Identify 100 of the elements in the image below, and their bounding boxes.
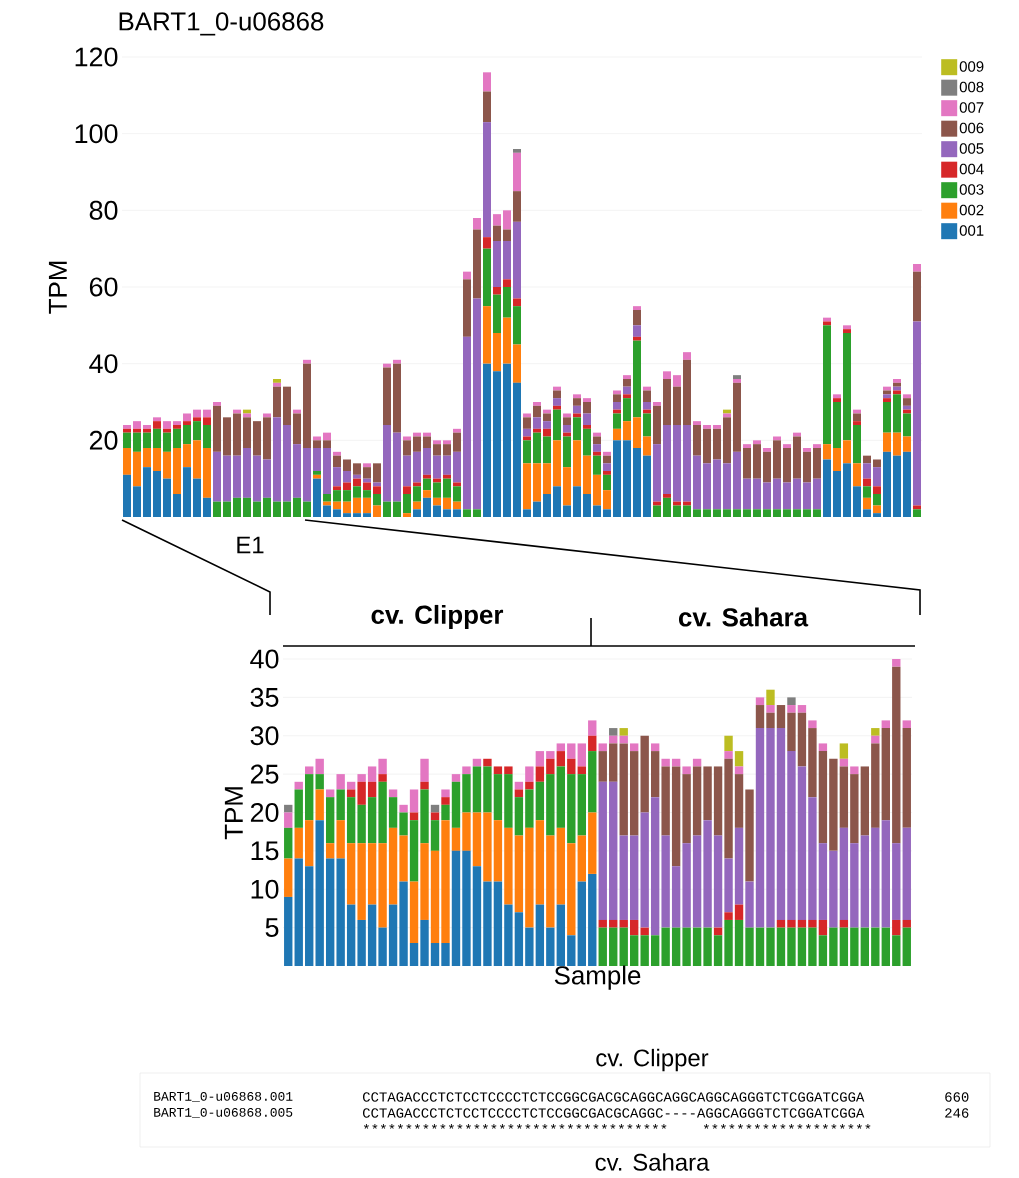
- bar: [783, 509, 791, 517]
- bar: [433, 444, 441, 456]
- bar: [753, 478, 761, 510]
- bar: [123, 428, 131, 433]
- bar: [353, 478, 361, 487]
- bar: [315, 758, 324, 775]
- bar: [892, 843, 901, 920]
- bar: [472, 866, 482, 966]
- bar: [303, 359, 311, 364]
- bar: [860, 766, 870, 836]
- bar: [533, 417, 541, 429]
- bar: [609, 927, 618, 966]
- legend-label: 005: [959, 143, 984, 154]
- bar: [378, 927, 387, 966]
- bar: [588, 812, 597, 874]
- bar: [399, 881, 408, 966]
- bar: [871, 735, 880, 744]
- text: *: [712, 1123, 718, 1129]
- bar: [443, 497, 451, 510]
- bar: [284, 896, 293, 966]
- bar: [839, 766, 849, 828]
- bar: [650, 935, 660, 966]
- bar: [633, 340, 641, 418]
- bar: [546, 751, 555, 759]
- bar: [123, 447, 131, 475]
- bar: [472, 766, 482, 813]
- text: *: [822, 1123, 828, 1129]
- bar: [336, 820, 345, 859]
- bar: [373, 463, 381, 483]
- text: *: [814, 1123, 820, 1129]
- bar: [523, 417, 531, 429]
- text: *: [559, 1123, 565, 1129]
- bar: [336, 789, 345, 821]
- text: *: [431, 1123, 437, 1129]
- bar: [263, 459, 271, 498]
- bar: [133, 432, 141, 452]
- bar: [263, 417, 271, 460]
- bar: [173, 428, 181, 448]
- legend-label: 009: [959, 61, 984, 72]
- bar: [462, 766, 471, 775]
- bar: [367, 843, 377, 905]
- text: *: [516, 1123, 522, 1129]
- bar: [633, 417, 641, 448]
- text: *: [593, 1123, 599, 1129]
- bar: [423, 447, 431, 475]
- bar: [363, 467, 371, 479]
- bar: [663, 424, 671, 494]
- bar: [473, 298, 481, 510]
- bar: [535, 820, 545, 905]
- bar: [336, 858, 345, 966]
- bar: [613, 390, 621, 395]
- bar: [871, 827, 880, 928]
- bar: [583, 428, 591, 456]
- bar: [881, 820, 890, 928]
- bar: [663, 493, 671, 498]
- bar: [583, 401, 591, 414]
- bar: [881, 720, 890, 729]
- bar: [423, 490, 431, 498]
- bar: [363, 497, 371, 514]
- bar: [343, 459, 351, 471]
- bar: [514, 789, 524, 798]
- bar: [556, 827, 566, 905]
- bar: [373, 482, 381, 487]
- bar: [533, 432, 541, 464]
- bar: [703, 820, 712, 928]
- bar: [893, 455, 901, 517]
- bar: [573, 398, 581, 406]
- bar: [609, 781, 618, 920]
- bar: [373, 493, 381, 506]
- bar: [871, 728, 880, 736]
- bar: [357, 804, 366, 844]
- bar: [793, 436, 801, 479]
- bar: [787, 751, 796, 920]
- text: *: [618, 1123, 624, 1129]
- bar: [598, 927, 607, 966]
- bar: [661, 835, 670, 928]
- bar: [193, 478, 201, 517]
- bar: [453, 451, 461, 483]
- bar: [818, 751, 828, 844]
- bar: [514, 797, 524, 836]
- bar: [734, 774, 744, 828]
- bar: [773, 436, 781, 441]
- bar: [243, 417, 251, 448]
- bar: [399, 835, 408, 882]
- bar: [483, 122, 491, 238]
- bar: [243, 497, 251, 517]
- bar: [493, 766, 503, 775]
- bar: [420, 789, 429, 844]
- bar: [724, 751, 733, 759]
- bar: [797, 705, 807, 713]
- bar: [630, 835, 639, 920]
- bar: [463, 271, 471, 280]
- bar: [409, 942, 419, 966]
- bar: [353, 486, 361, 498]
- bar: [913, 509, 921, 517]
- bar: [553, 409, 561, 441]
- bar: [483, 363, 491, 517]
- bar: [273, 378, 281, 383]
- bar: [609, 743, 618, 782]
- bar: [523, 436, 531, 441]
